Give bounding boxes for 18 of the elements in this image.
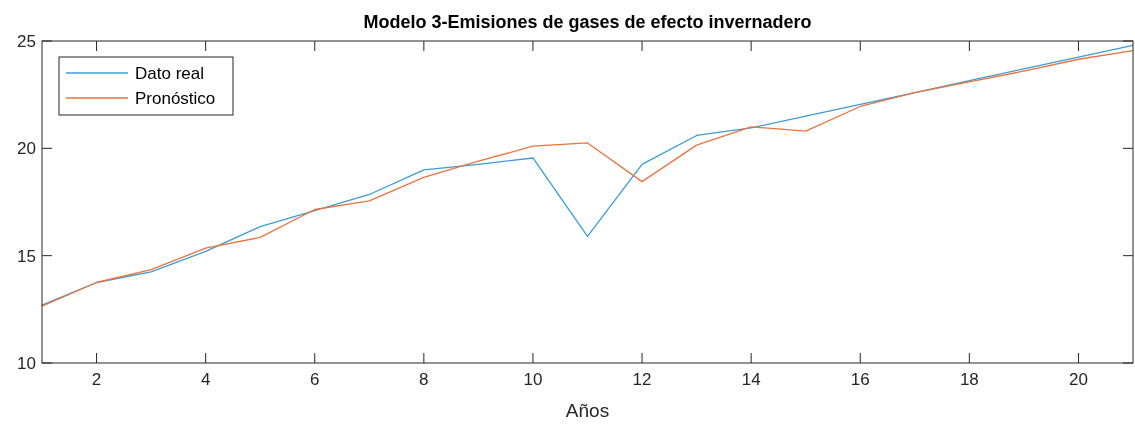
x-tick-label: 4 (200, 370, 211, 389)
x-axis-title: Años (565, 400, 610, 421)
x-tick-label: 18 (959, 370, 979, 389)
x-tick-label: 2 (91, 370, 102, 389)
y-tick-label: 15 (17, 246, 36, 266)
x-tick-label: 6 (310, 370, 320, 389)
y-tick-label: 10 (17, 354, 36, 373)
x-tick-label: 14 (741, 370, 761, 389)
legend-label: Dato real (135, 64, 204, 83)
y-tick-label: 20 (17, 139, 36, 159)
x-tick-label: 20 (1068, 370, 1088, 389)
x-tick-label: 16 (850, 370, 870, 389)
x-tick-label: 12 (632, 370, 652, 389)
chart-title: Modelo 3-Emisiones de gases de efecto invernadero (363, 12, 812, 32)
y-tick-label: 25 (17, 32, 36, 51)
x-tick-label: 10 (523, 370, 543, 389)
x-tick-label: 8 (419, 370, 429, 389)
legend-label: Pronóstico (135, 89, 216, 108)
